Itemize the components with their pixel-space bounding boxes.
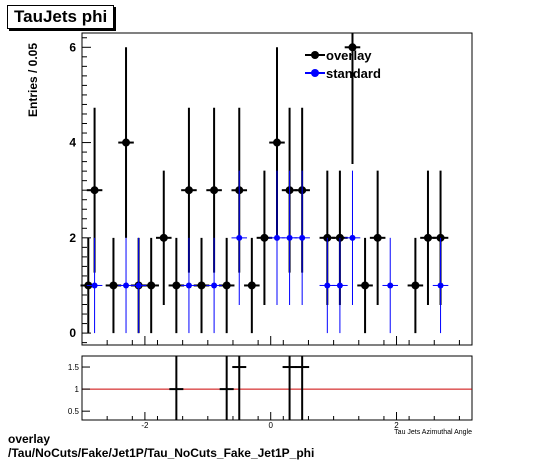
standard-point xyxy=(185,282,192,289)
overlay-point xyxy=(147,281,156,290)
y-axis-label: Entries / 0.05 xyxy=(26,43,40,117)
standard-point xyxy=(274,234,280,241)
overlay-point xyxy=(423,233,432,242)
x-axis-label: Tau Jets Azimuthal Angle xyxy=(394,429,472,436)
caption-line-2: /Tau/NoCuts/Fake/Jet1P/Tau_NoCuts_Fake_J… xyxy=(8,446,315,460)
standard-point xyxy=(349,234,356,241)
overlay-point xyxy=(184,186,193,195)
y-tick-label: 6 xyxy=(69,40,76,54)
main-frame xyxy=(81,32,473,346)
legend-marker xyxy=(311,69,319,77)
standard-point xyxy=(336,282,343,289)
overlay-point xyxy=(159,233,168,242)
overlay-point xyxy=(90,186,99,195)
y-tick-label: 0 xyxy=(69,326,76,340)
y-tick-label: 4 xyxy=(69,136,76,150)
main-plot-panel: 0 2 4 6 Entries / 0.05 overlay standard xyxy=(26,32,473,346)
standard-point xyxy=(437,282,444,289)
standard-point xyxy=(236,234,243,241)
standard-point xyxy=(135,282,142,289)
legend-label: overlay xyxy=(326,48,372,63)
chart-title: TauJets phi xyxy=(7,5,115,29)
standard-point xyxy=(211,282,218,289)
overlay-point xyxy=(273,138,281,147)
caption-line-1: overlay xyxy=(8,432,51,446)
ratio-x-tick-label: -2 xyxy=(141,421,149,430)
standard-point xyxy=(91,282,98,289)
standard-point xyxy=(387,282,394,289)
overlay-point xyxy=(373,233,382,242)
standard-point xyxy=(123,282,130,289)
overlay-point xyxy=(260,233,269,242)
overlay-point xyxy=(361,281,370,290)
overlay-point xyxy=(222,281,231,290)
legend-marker xyxy=(311,51,319,59)
ratio-x-tick-label: 2 xyxy=(394,421,399,430)
ratio-x-tick-label: 0 xyxy=(268,421,273,430)
overlay-point xyxy=(109,281,118,290)
ratio-y-tick-label: 1.5 xyxy=(68,363,80,372)
overlay-point xyxy=(122,138,131,147)
ratio-frame xyxy=(81,355,473,421)
ratio-y-tick-label: 0.5 xyxy=(68,407,80,416)
overlay-point xyxy=(197,281,206,290)
standard-point xyxy=(286,234,293,241)
legend-label: standard xyxy=(326,66,381,81)
overlay-point xyxy=(210,186,219,195)
overlay-point xyxy=(247,281,256,290)
ratio-y-tick-label: 1 xyxy=(75,385,80,394)
standard-point xyxy=(324,282,331,289)
overlay-point xyxy=(411,281,420,290)
y-tick-label: 2 xyxy=(69,231,76,245)
overlay-point xyxy=(348,43,357,52)
overlay-point xyxy=(172,281,181,290)
standard-point xyxy=(299,234,306,241)
legend: overlay standard xyxy=(305,48,381,81)
